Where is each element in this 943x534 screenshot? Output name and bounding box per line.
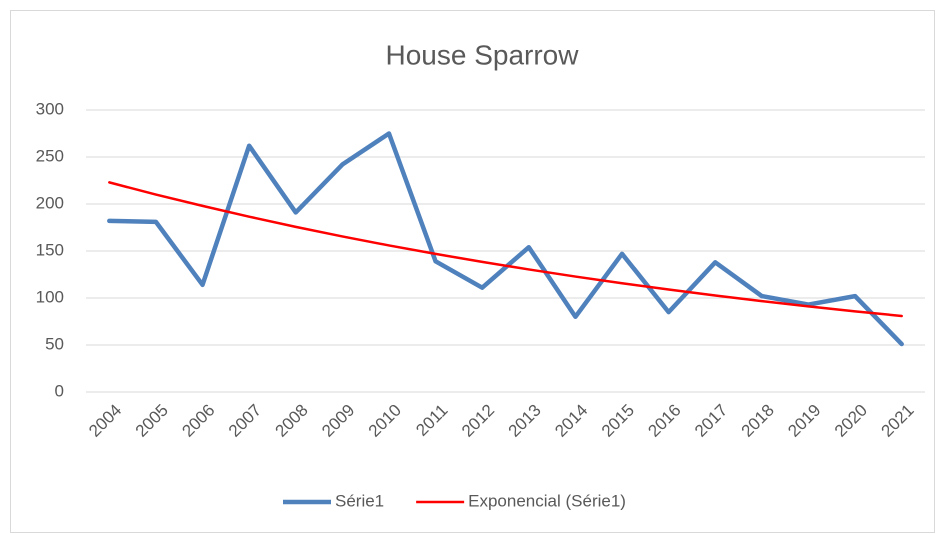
y-tick-label: 200 bbox=[36, 193, 64, 212]
y-tick-label: 0 bbox=[55, 381, 64, 400]
chart-frame bbox=[10, 10, 935, 533]
y-tick-label: 100 bbox=[36, 287, 64, 306]
series-line bbox=[107, 131, 904, 347]
y-tick-label: 250 bbox=[36, 146, 64, 165]
legend-label: Exponencial (Série1) bbox=[468, 491, 626, 510]
legend-label: Série1 bbox=[335, 491, 384, 510]
y-tick-label: 50 bbox=[45, 334, 64, 353]
series-line bbox=[108, 181, 903, 318]
chart-title: House Sparrow bbox=[386, 39, 580, 70]
y-tick-label: 150 bbox=[36, 240, 64, 259]
y-tick-label: 300 bbox=[36, 99, 64, 118]
